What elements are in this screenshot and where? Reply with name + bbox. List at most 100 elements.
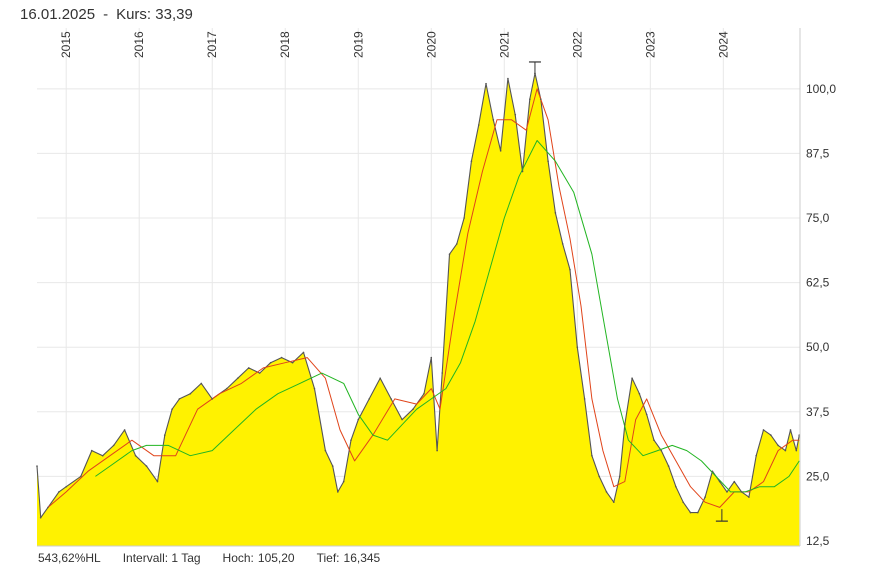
price-point [90,449,93,452]
price-point [200,382,203,385]
price-point [291,361,294,364]
price-point [258,372,261,374]
price-point [441,372,444,374]
price-point [379,377,381,380]
price-point [189,392,192,395]
price-point [492,119,495,121]
price-point [704,496,706,498]
y-tick-label: 75,0 [806,211,830,225]
price-point [47,506,49,509]
price-point [591,454,593,457]
price-point [178,398,181,400]
price-point [331,465,334,467]
y-tick-label: 100,0 [806,82,836,96]
price-point [507,77,509,80]
footer-high-value: 105,20 [257,551,295,565]
price-point [653,439,655,442]
price-point [39,516,42,519]
price-point [613,501,615,504]
price-point [226,387,228,390]
footer-interval: Intervall: 1 Tag [122,551,201,565]
price-point [163,434,166,436]
price-point [470,160,473,162]
axis-layer: 12,5 25,0 37,5 50,0 62,5 75,0 87,5 100,0 2015 201… [37,28,836,548]
x-tick-label: 2020 [424,31,438,58]
price-point [499,150,502,152]
grid-layer [37,28,800,546]
price-point [463,217,465,219]
y-tick-label: 12,5 [806,534,830,548]
price-point [401,418,403,421]
price-point [269,361,272,364]
price-point [795,449,798,452]
area-layer [37,73,800,547]
x-tick-label: 2018 [278,31,292,58]
price-point [762,429,765,431]
price-point [631,377,633,380]
chart-footer: 543,62%HL Intervall: 1 Tag Hoch: 105,20 Tief… [38,551,402,565]
price-point [448,253,451,255]
x-tick-label: 2021 [497,31,511,58]
price-point [211,398,214,400]
x-tick-label: 2019 [351,31,365,58]
price-point [145,465,148,467]
price-point [485,82,487,85]
price-point [660,449,663,452]
price-point [436,449,438,452]
price-point [667,465,670,467]
price-point [561,243,564,245]
price-point [337,491,339,493]
x-tick-label: 2022 [570,31,584,58]
y-tick-label: 87,5 [806,146,830,160]
price-point [456,243,458,245]
price-area [37,73,800,547]
price-point [605,491,608,493]
price-point [350,439,352,442]
price-point [80,475,82,478]
price-point [236,377,239,380]
price-point [689,511,692,514]
price-point [390,398,392,400]
price-point [112,444,115,447]
line-layer [36,72,801,519]
header-price: Kurs: 33,39 [116,6,193,23]
y-tick-label: 37,5 [806,405,830,419]
price-point [547,160,549,162]
y-tick-label: 25,0 [806,469,830,483]
footer-low-label: Tief: [316,551,340,565]
price-point [638,392,641,395]
price-point [313,387,316,390]
price-point [171,408,173,411]
price-series-line [36,72,800,519]
price-point [477,124,480,126]
price-point [342,480,345,483]
price-point [740,491,743,493]
price-point [156,480,159,483]
price-point [623,423,626,426]
price-point [514,113,517,116]
x-tick-label: 2023 [643,31,657,58]
price-point [280,356,283,359]
x-tick-label: 2015 [59,31,73,58]
price-point [554,212,557,214]
price-point [430,356,433,359]
marker-layer [528,61,728,522]
price-point [36,465,38,467]
x-tick-label: 2024 [716,31,730,58]
price-point [576,346,579,349]
y-tick-label: 50,0 [806,340,830,354]
price-point [726,491,728,493]
price-point [733,480,736,483]
price-point [769,434,772,436]
price-point [247,367,250,369]
header-separator: - [103,6,109,23]
price-point [784,449,787,452]
price-point [583,398,586,400]
price-point [748,496,750,498]
price-point [423,392,425,395]
price-point [618,475,621,478]
price-point [682,501,684,504]
price-point [755,454,757,457]
price-point [675,485,677,488]
